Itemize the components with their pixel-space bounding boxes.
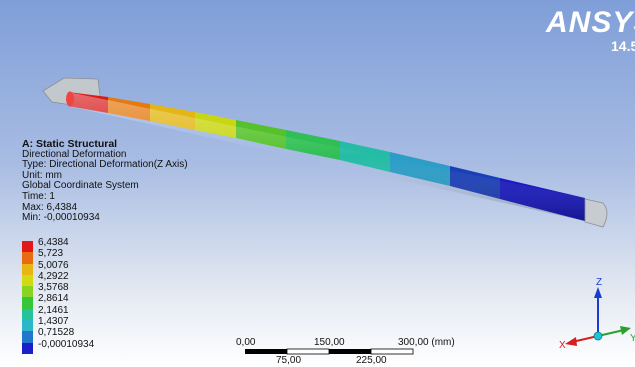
legend-row: 4,2922 bbox=[22, 271, 142, 287]
legend-swatch bbox=[22, 241, 33, 253]
coordinate-system: Global Coordinate System bbox=[22, 180, 139, 192]
legend-value: 5,0076 bbox=[38, 259, 69, 271]
legend-row: 6,4384 bbox=[22, 237, 142, 253]
legend-swatch bbox=[22, 263, 33, 275]
legend-value: 6,4384 bbox=[38, 237, 69, 248]
legend-swatch bbox=[22, 308, 33, 321]
legend-row: 2,1461 bbox=[22, 305, 142, 321]
result-unit: Unit: mm bbox=[22, 169, 62, 181]
legend-row: 5,0076 bbox=[22, 260, 142, 275]
analysis-title: A: Static Structural bbox=[22, 138, 118, 150]
legend-swatch bbox=[22, 286, 33, 298]
legend-row: 3,5768 bbox=[22, 282, 142, 298]
legend-value: 1,4307 bbox=[38, 316, 69, 328]
scale-label-75: 75,00 bbox=[276, 355, 302, 366]
legend-row: 5,723 bbox=[22, 248, 142, 264]
legend-row: -0,00010934 bbox=[22, 339, 142, 354]
scale-label-225: 225,00 bbox=[356, 355, 387, 366]
legend-swatch bbox=[22, 320, 33, 332]
triad-z-label: Z bbox=[596, 277, 602, 288]
shaft-end-cap-left bbox=[66, 91, 74, 107]
scale-label-150: 150,00 bbox=[314, 337, 345, 348]
scale-bar bbox=[245, 348, 414, 355]
triad-x-label: X bbox=[559, 340, 566, 351]
legend-value: 2,8614 bbox=[38, 293, 69, 305]
legend-swatch bbox=[22, 342, 33, 354]
legend-value: 3,5768 bbox=[38, 282, 69, 294]
result-max: Max: 6,4384 bbox=[22, 201, 78, 213]
color-legend[interactable]: 6,4384 5,723 5,0076 4,2922 3,5768 2,8614 2,146… bbox=[22, 237, 142, 354]
legend-row: 2,8614 bbox=[22, 293, 142, 309]
end-fitting-right bbox=[584, 198, 608, 228]
shaft-body[interactable] bbox=[66, 91, 585, 222]
legend-value: 2,1461 bbox=[38, 304, 69, 316]
coordinate-triad[interactable]: Z X Y bbox=[559, 277, 635, 351]
legend-swatch bbox=[22, 252, 33, 264]
legend-swatch bbox=[22, 331, 33, 343]
ansys-version: 14.5 bbox=[611, 38, 635, 54]
legend-swatch bbox=[22, 274, 33, 287]
legend-value: 4,2922 bbox=[38, 270, 69, 282]
shaft-shading bbox=[68, 92, 585, 221]
ansys-logo: ANSYS bbox=[546, 6, 635, 39]
scale-label-0: 0,00 bbox=[236, 337, 256, 348]
triad-y-label: Y bbox=[630, 333, 635, 344]
legend-row: 1,4307 bbox=[22, 316, 142, 332]
result-name: Directional Deformation bbox=[22, 148, 127, 160]
result-min: Min: -0,00010934 bbox=[22, 212, 100, 224]
result-info-block: A: Static Structural Directional Deforma… bbox=[22, 139, 188, 224]
legend-swatch bbox=[22, 297, 33, 309]
legend-value: -0,00010934 bbox=[38, 338, 95, 350]
result-time: Time: 1 bbox=[22, 190, 55, 202]
legend-value: 5,723 bbox=[38, 248, 64, 260]
legend-value: 0,71528 bbox=[38, 327, 75, 339]
result-type: Type: Directional Deformation(Z Axis) bbox=[22, 159, 188, 171]
scale-label-300: 300,00 (mm) bbox=[398, 337, 455, 348]
legend-row: 0,71528 bbox=[22, 327, 142, 343]
